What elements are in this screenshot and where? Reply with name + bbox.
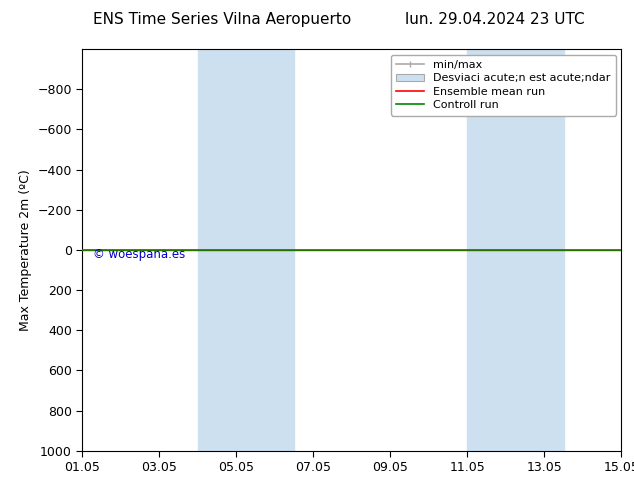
Bar (198, 49, 294, 451)
Legend: min/max, Desviaci acute;n est acute;ndar, Ensemble mean run, Controll run: min/max, Desviaci acute;n est acute;ndar… (391, 54, 616, 116)
Text: © woespana.es: © woespana.es (93, 248, 186, 261)
Text: lun. 29.04.2024 23 UTC: lun. 29.04.2024 23 UTC (404, 12, 585, 27)
Bar (467, 49, 564, 451)
Y-axis label: Max Temperature 2m (ºC): Max Temperature 2m (ºC) (19, 169, 32, 331)
Text: ENS Time Series Vilna Aeropuerto: ENS Time Series Vilna Aeropuerto (93, 12, 351, 27)
